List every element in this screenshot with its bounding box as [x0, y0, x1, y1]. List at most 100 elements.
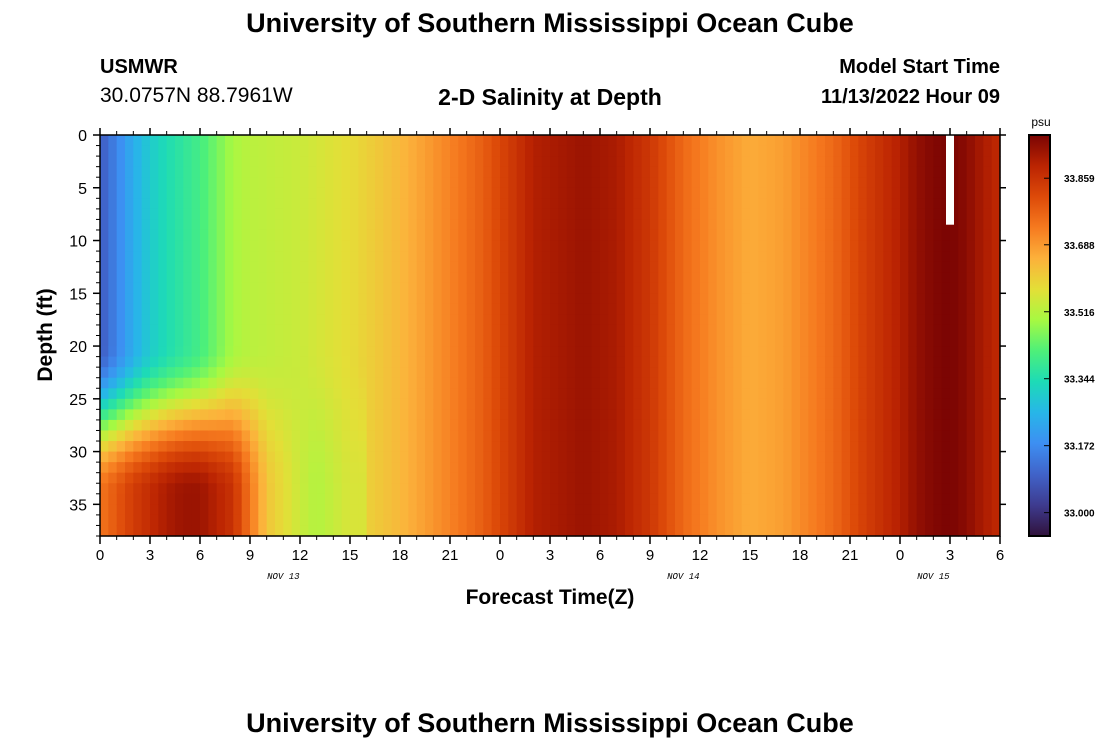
- heatmap-cell: [583, 156, 593, 168]
- heatmap-cell: [366, 261, 376, 273]
- heatmap-cell: [275, 187, 284, 199]
- heatmap-cell: [708, 156, 718, 168]
- heatmap-cell: [541, 303, 551, 315]
- heatmap-cell: [441, 324, 451, 337]
- heatmap-cell: [508, 314, 518, 326]
- heatmap-cell: [858, 377, 868, 389]
- heatmap-cell: [700, 462, 709, 474]
- heatmap-cell: [333, 240, 343, 252]
- heatmap-cell: [458, 441, 468, 453]
- heatmap-cell: [216, 261, 226, 273]
- heatmap-cell: [716, 240, 726, 252]
- heatmap-cell: [258, 282, 268, 294]
- heatmap-cell: [550, 462, 559, 474]
- heatmap-cell: [141, 367, 151, 379]
- heatmap-cell: [658, 430, 668, 442]
- heatmap-cell: [391, 156, 401, 168]
- heatmap-cell: [858, 240, 868, 252]
- heatmap-cell: [875, 156, 884, 168]
- heatmap-cell: [550, 483, 559, 495]
- heatmap-cell: [758, 346, 768, 358]
- heatmap-cell: [200, 303, 209, 315]
- heatmap-cell: [341, 514, 351, 527]
- heatmap-cell: [900, 462, 909, 474]
- heatmap-cell: [625, 166, 634, 178]
- heatmap-cell: [583, 282, 593, 294]
- heatmap-cell: [241, 177, 251, 189]
- heatmap-cell: [583, 208, 593, 221]
- heatmap-cell: [725, 504, 734, 516]
- heatmap-cell: [708, 208, 718, 221]
- x-tick-label: 21: [442, 547, 459, 564]
- heatmap-cell: [258, 335, 268, 347]
- heatmap-cell: [850, 409, 859, 421]
- heatmap-cell: [750, 240, 759, 252]
- heatmap-cell: [950, 398, 959, 410]
- heatmap-cell: [391, 261, 401, 273]
- heatmap-cell: [441, 208, 451, 221]
- heatmap-cell: [775, 314, 784, 326]
- heatmap-cell: [975, 483, 984, 495]
- heatmap-cell: [416, 198, 426, 210]
- heatmap-cell: [875, 293, 884, 305]
- heatmap-cell: [525, 346, 534, 358]
- heatmap-cell: [816, 504, 826, 516]
- heatmap-cell: [341, 504, 351, 516]
- heatmap-cell: [333, 145, 343, 157]
- heatmap-cell: [525, 367, 534, 379]
- heatmap-cell: [725, 177, 734, 189]
- heatmap-cell: [683, 240, 693, 252]
- heatmap-cell: [958, 335, 968, 347]
- heatmap-cell: [258, 514, 268, 527]
- heatmap-cell: [316, 419, 326, 432]
- heatmap-cell: [400, 272, 409, 284]
- heatmap-cell: [325, 525, 334, 537]
- heatmap-cell: [500, 493, 509, 505]
- heatmap-cell: [608, 367, 618, 379]
- heatmap-cell: [800, 187, 809, 199]
- heatmap-cell: [316, 135, 326, 147]
- heatmap-cell: [500, 240, 509, 252]
- heatmap-cell: [500, 525, 509, 537]
- heatmap-cell: [783, 483, 793, 495]
- heatmap-cell: [416, 398, 426, 410]
- heatmap-cell: [516, 261, 526, 273]
- heatmap-cell: [141, 462, 151, 474]
- heatmap-cell: [908, 346, 918, 358]
- heatmap-cell: [208, 303, 218, 315]
- heatmap-cell: [841, 430, 851, 442]
- heatmap-cell: [508, 303, 518, 315]
- heatmap-cell: [900, 229, 909, 242]
- heatmap-cell: [916, 177, 926, 189]
- heatmap-cell: [116, 166, 126, 178]
- heatmap-cell: [608, 177, 618, 189]
- heatmap-cell: [733, 145, 743, 157]
- heatmap-cell: [258, 430, 268, 442]
- heatmap-cell: [775, 156, 784, 168]
- heatmap-cell: [325, 514, 334, 527]
- heatmap-cell: [791, 282, 801, 294]
- heatmap-cell: [341, 367, 351, 379]
- heatmap-cell: [458, 462, 468, 474]
- heatmap-cell: [541, 451, 551, 463]
- heatmap-cell: [441, 472, 451, 484]
- heatmap-cell: [291, 272, 301, 284]
- heatmap-cell: [591, 409, 601, 421]
- heatmap-cell: [125, 398, 134, 410]
- heatmap-cell: [125, 219, 134, 231]
- heatmap-cell: [208, 177, 218, 189]
- heatmap-cell: [241, 514, 251, 527]
- heatmap-cell: [766, 145, 776, 157]
- heatmap-cell: [250, 441, 259, 453]
- heatmap-cell: [891, 504, 901, 516]
- heatmap-cell: [316, 324, 326, 337]
- heatmap-cell: [141, 282, 151, 294]
- heatmap-cell: [291, 419, 301, 432]
- heatmap-cell: [341, 324, 351, 337]
- heatmap-cell: [308, 229, 318, 242]
- heatmap-cell: [416, 156, 426, 168]
- heatmap-cell: [850, 240, 859, 252]
- heatmap-cell: [675, 251, 684, 263]
- heatmap-cell: [133, 451, 143, 463]
- heatmap-cell: [650, 293, 659, 305]
